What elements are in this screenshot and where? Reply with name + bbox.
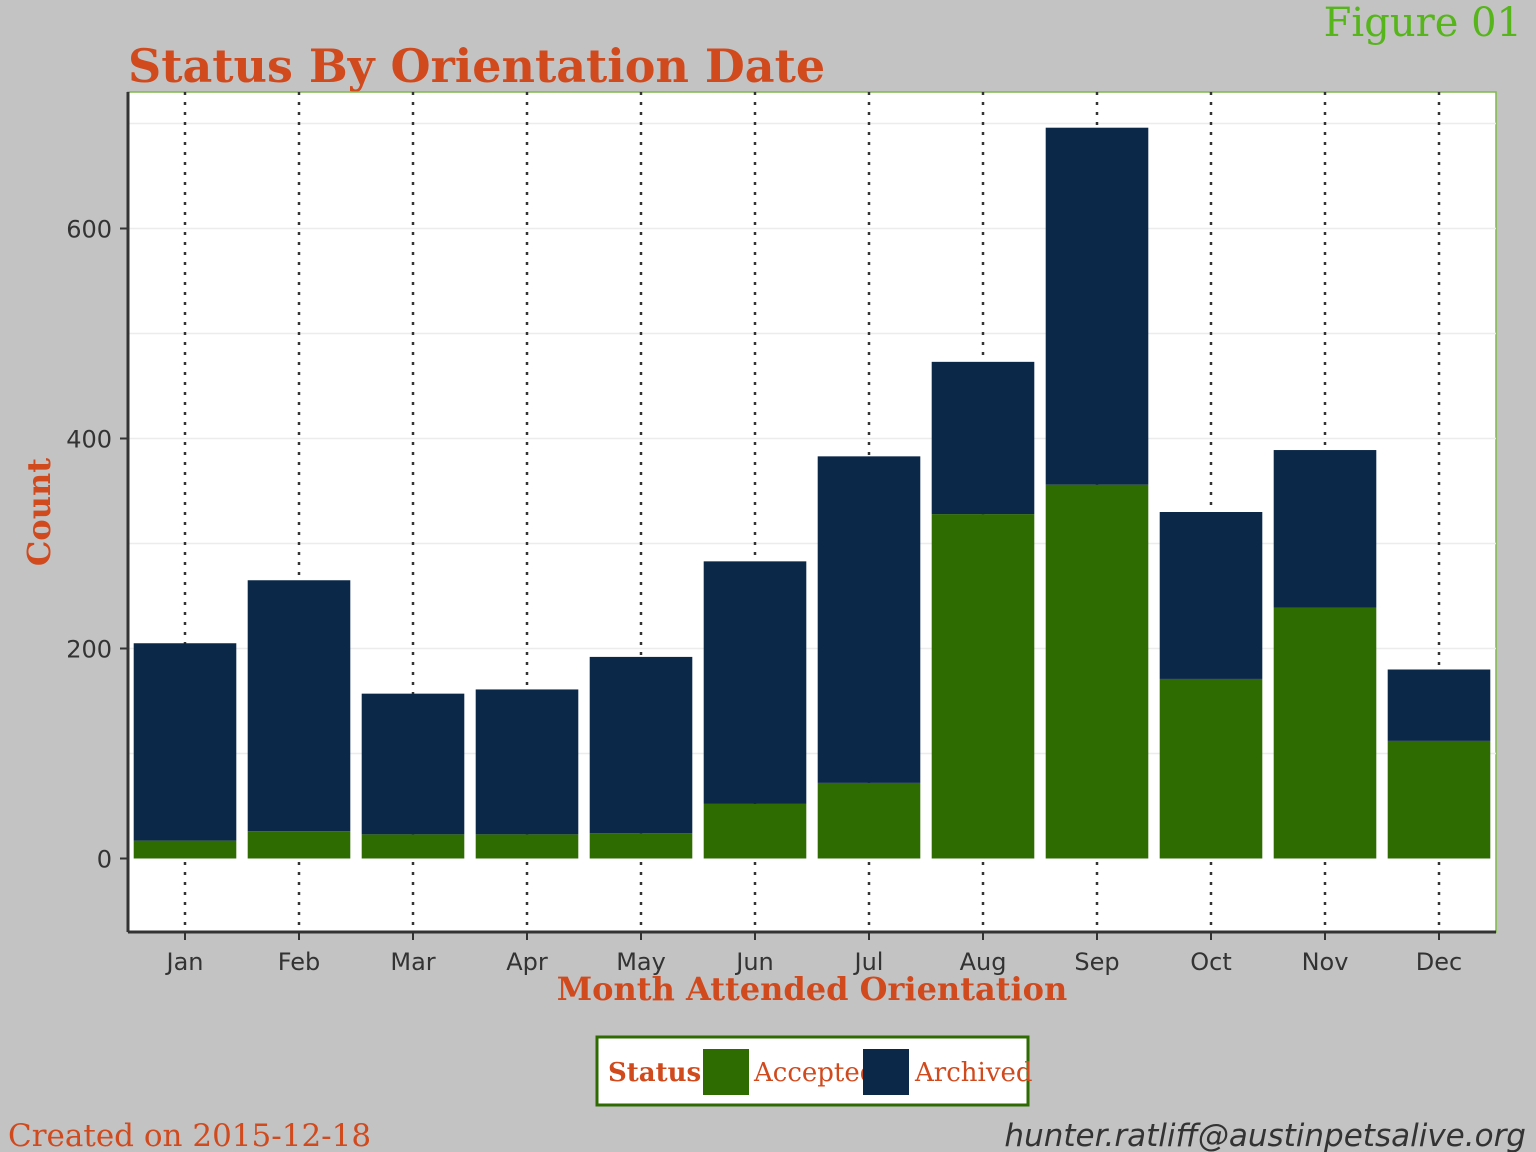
x-tick-label-feb: Feb <box>278 948 321 976</box>
x-tick-label-aug: Aug <box>960 948 1007 976</box>
bar-archived-oct <box>1159 512 1263 679</box>
bar-accepted-sep <box>1045 484 1149 859</box>
bar-accepted-feb <box>247 831 351 859</box>
x-tick-label-oct: Oct <box>1190 948 1232 976</box>
y-axis-ticks: 0 200 400 600 <box>66 216 128 874</box>
bar-archived-dec <box>1387 669 1491 741</box>
plot-panel <box>127 91 1497 933</box>
legend-label-archived: Archived <box>914 1058 1033 1088</box>
bar-accepted-oct <box>1159 678 1263 859</box>
bar-accepted-apr <box>475 834 579 859</box>
bar-archived-feb <box>247 580 351 832</box>
x-tick-label-nov: Nov <box>1302 948 1349 976</box>
y-tick-label: 0 <box>97 846 112 874</box>
x-tick-label-dec: Dec <box>1416 948 1462 976</box>
legend-swatch-accepted <box>703 1049 749 1095</box>
x-axis-ticks: Jan Feb Mar Apr May Jun Jul Aug Sep Oct Nov Dec <box>165 932 1462 976</box>
legend-label-accepted: Accepted <box>753 1058 876 1088</box>
bar-accepted-jul <box>817 782 921 859</box>
bar-accepted-nov <box>1273 607 1377 859</box>
legend-swatch-archived <box>863 1049 909 1095</box>
x-tick-label-jul: Jul <box>853 948 884 976</box>
chart-title: Status By Orientation Date <box>128 39 825 93</box>
bar-accepted-mar <box>361 834 465 859</box>
gridlines <box>128 122 1496 755</box>
bar-archived-jun <box>703 561 807 804</box>
bar-archived-sep <box>1045 127 1149 485</box>
bars <box>133 127 1491 859</box>
legend: Status Accepted Archived <box>595 1035 1033 1107</box>
legend-box <box>595 1035 1030 1107</box>
figure-label: Figure 01 <box>1324 0 1522 46</box>
x-tick-label-jun: Jun <box>734 948 774 976</box>
bar-archived-jul <box>817 456 921 783</box>
y-axis-label: Count <box>20 458 58 566</box>
bar-archived-nov <box>1273 450 1377 608</box>
bar-archived-jan <box>133 643 237 841</box>
x-tick-label-sep: Sep <box>1074 948 1119 976</box>
x-tick-label-apr: Apr <box>506 948 548 976</box>
y-tick-label: 400 <box>66 426 112 454</box>
bar-accepted-jan <box>133 840 237 859</box>
bar-archived-may <box>589 656 693 834</box>
bar-archived-mar <box>361 693 465 835</box>
bar-archived-aug <box>931 361 1035 515</box>
y-tick-label: 200 <box>66 636 112 664</box>
bar-accepted-jun <box>703 803 807 859</box>
y-tick-label: 600 <box>66 216 112 244</box>
x-tick-label-may: May <box>616 948 666 976</box>
x-tick-label-mar: Mar <box>390 948 435 976</box>
bar-accepted-aug <box>931 514 1035 859</box>
bar-accepted-may <box>589 833 693 859</box>
bar-accepted-dec <box>1387 740 1491 859</box>
x-tick-label-jan: Jan <box>165 948 204 976</box>
created-date: Created on 2015-12-18 <box>8 1118 371 1152</box>
x-axis-label: Month Attended Orientation <box>557 970 1068 1008</box>
legend-title: Status <box>608 1058 701 1088</box>
bar-archived-apr <box>475 689 579 835</box>
author-email: hunter.ratliff@austinpetsalive.org <box>1004 1118 1526 1152</box>
